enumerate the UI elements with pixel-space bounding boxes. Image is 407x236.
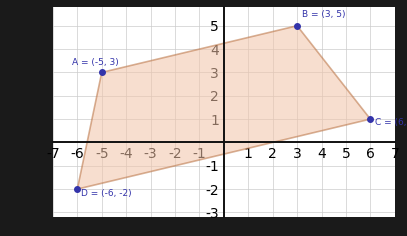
Text: B = (3, 5): B = (3, 5): [302, 10, 346, 19]
Text: A = (-5, 3): A = (-5, 3): [72, 58, 119, 67]
Text: C = (6, 1): C = (6, 1): [375, 118, 407, 127]
Polygon shape: [77, 26, 370, 189]
Text: D = (-6, -2): D = (-6, -2): [81, 189, 131, 198]
